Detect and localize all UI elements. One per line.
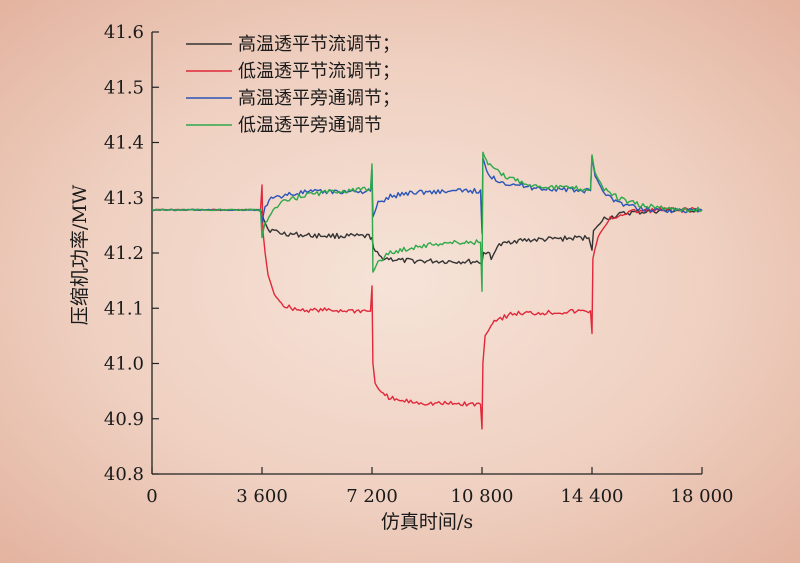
legend-label: 高温透平旁通调节； [238, 88, 400, 109]
y-tick-label: 41.3 [104, 188, 144, 209]
legend-label: 低温透平旁通调节 [238, 115, 382, 136]
x-tick-label: 10 800 [451, 486, 514, 507]
x-tick-label: 0 [146, 486, 157, 507]
chart-axes: 0 3 600 7 200 10 800 14 400 18 000 40.8 40.9 41.… [104, 22, 734, 507]
y-tick-label: 40.9 [104, 409, 144, 430]
series-line [151, 151, 703, 292]
x-tick-label: 7 200 [346, 486, 398, 507]
y-tick-label: 41.5 [104, 77, 144, 98]
legend-label: 高温透平节流调节； [238, 34, 400, 55]
legend-label: 低温透平节流调节； [238, 61, 400, 82]
y-tick-label: 41.6 [104, 22, 144, 43]
y-tick-label: 40.8 [104, 464, 144, 485]
plot-area [151, 151, 703, 430]
x-axis-title: 仿真时间/s [381, 511, 473, 533]
x-tick-label: 3 600 [236, 486, 288, 507]
series-line [151, 155, 703, 234]
series-line [151, 184, 703, 430]
x-tick-label: 18 000 [671, 486, 734, 507]
y-tick-label: 41.0 [104, 354, 144, 375]
legend: 高温透平节流调节； 低温透平节流调节； 高温透平旁通调节； 低温透平旁通调节 [186, 34, 400, 136]
y-axis-title: 压缩机功率/MW [69, 184, 91, 325]
x-tick-label: 14 400 [561, 486, 624, 507]
y-tick-label: 41.1 [104, 298, 144, 319]
y-tick-label: 41.4 [104, 133, 144, 154]
y-tick-label: 41.2 [104, 243, 144, 264]
